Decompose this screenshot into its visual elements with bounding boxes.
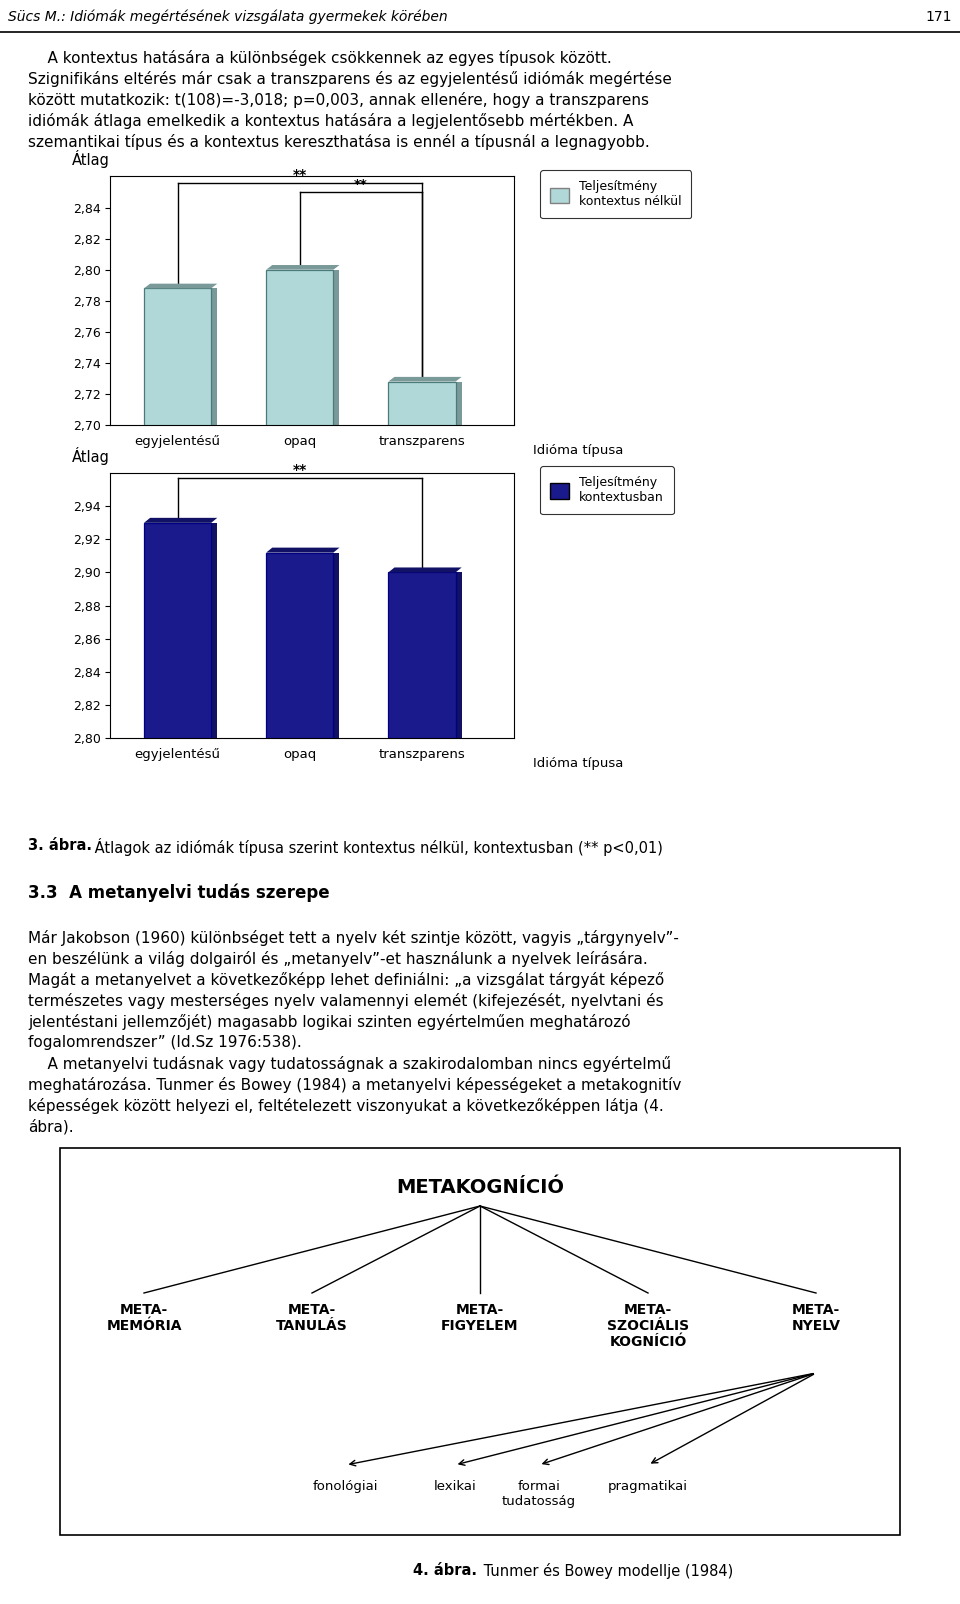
Polygon shape xyxy=(389,377,462,382)
Polygon shape xyxy=(389,738,462,744)
Text: META-
MEMÓRIA: META- MEMÓRIA xyxy=(107,1302,181,1333)
Text: METAKOGNÍCIÓ: METAKOGNÍCIÓ xyxy=(396,1177,564,1197)
Text: **: ** xyxy=(293,168,307,181)
Text: pragmatikai: pragmatikai xyxy=(608,1480,688,1493)
Text: között mutatkozik: t(108)=-3,018; p=0,003, annak ellenére, hogy a transzparens: között mutatkozik: t(108)=-3,018; p=0,00… xyxy=(28,91,649,107)
Bar xyxy=(60,1148,900,1535)
Polygon shape xyxy=(266,425,340,433)
Bar xyxy=(389,573,456,738)
Text: A kontextus hatására a különbségek csökkennek az egyes típusok között.: A kontextus hatására a különbségek csökk… xyxy=(28,50,612,66)
Polygon shape xyxy=(144,284,217,289)
Text: Sücs M.: Idiómák megértésének vizsgálata gyermekek körében: Sücs M.: Idiómák megértésének vizsgálata… xyxy=(8,10,447,24)
Text: Magát a metanyelvet a következőképp lehet definiálni: „a vizsgálat tárgyát képez: Magát a metanyelvet a következőképp lehe… xyxy=(28,972,664,988)
Polygon shape xyxy=(333,552,340,738)
Text: Átlag: Átlag xyxy=(72,151,109,168)
Text: 171: 171 xyxy=(925,10,952,24)
Polygon shape xyxy=(456,573,462,738)
Text: en beszélünk a világ dolgairól és „metanyelv”-et használunk a nyelvek leírására.: en beszélünk a világ dolgairól és „metan… xyxy=(28,951,648,967)
Text: ábra).: ábra). xyxy=(28,1120,74,1134)
Text: A metanyelvi tudásnak vagy tudatosságnak a szakirodalomban nincs egyértelmű: A metanyelvi tudásnak vagy tudatosságnak… xyxy=(28,1055,671,1071)
Text: fonológiai: fonológiai xyxy=(313,1480,378,1493)
Polygon shape xyxy=(144,518,217,523)
Text: természetes vagy mesterséges nyelv valamennyi elemét (kifejezését, nyelvtani és: természetes vagy mesterséges nyelv valam… xyxy=(28,993,663,1009)
Polygon shape xyxy=(211,289,217,425)
Text: **: ** xyxy=(293,464,307,478)
Text: Tunmer és Bowey modellje (1984): Tunmer és Bowey modellje (1984) xyxy=(479,1562,733,1578)
Bar xyxy=(266,269,333,425)
Polygon shape xyxy=(456,382,462,425)
Polygon shape xyxy=(389,425,462,433)
Text: META-
FIGYELEM: META- FIGYELEM xyxy=(442,1302,518,1333)
Text: Átlagok az idiómák típusa szerint kontextus nélkül, kontextusban (** p<0,01): Átlagok az idiómák típusa szerint kontex… xyxy=(90,837,662,857)
Legend: Teljesítmény
kontextus nélkül: Teljesítmény kontextus nélkül xyxy=(540,170,691,218)
Text: meghatározása. Tunmer és Bowey (1984) a metanyelvi képességeket a metakognitív: meghatározása. Tunmer és Bowey (1984) a … xyxy=(28,1076,682,1092)
Text: képességek között helyezi el, feltételezett viszonyukat a következőképpen látja : képességek között helyezi el, feltételez… xyxy=(28,1099,663,1115)
Text: META-
SZOCIÁLIS
KOGNÍCIÓ: META- SZOCIÁLIS KOGNÍCIÓ xyxy=(607,1302,689,1349)
Polygon shape xyxy=(389,568,462,573)
Bar xyxy=(389,382,456,425)
Legend: Teljesítmény
kontextusban: Teljesítmény kontextusban xyxy=(540,467,674,515)
Polygon shape xyxy=(266,547,340,552)
Text: Már Jakobson (1960) különbséget tett a nyelv két szintje között, vagyis „tárgyny: Már Jakobson (1960) különbséget tett a n… xyxy=(28,930,679,946)
Polygon shape xyxy=(144,425,217,433)
Bar xyxy=(144,523,211,738)
Text: fogalomrendszer” (Id.Sz 1976:538).: fogalomrendszer” (Id.Sz 1976:538). xyxy=(28,1035,301,1051)
Polygon shape xyxy=(266,738,340,744)
Text: 3.3  A metanyelvi tudás szerepe: 3.3 A metanyelvi tudás szerepe xyxy=(28,882,329,901)
Polygon shape xyxy=(211,523,217,738)
Text: Szignifikáns eltérés már csak a transzparens és az egyjelentésű idiómák megértés: Szignifikáns eltérés már csak a transzpa… xyxy=(28,71,672,87)
Text: 4. ábra.: 4. ábra. xyxy=(413,1562,477,1578)
Polygon shape xyxy=(266,265,340,269)
Bar xyxy=(144,289,211,425)
Text: Idióma típusa: Idióma típusa xyxy=(533,757,623,770)
Text: formai
tudatosság: formai tudatosság xyxy=(502,1480,576,1508)
Text: META-
NYELV: META- NYELV xyxy=(791,1302,841,1333)
Polygon shape xyxy=(333,269,340,425)
Text: szemantikai típus és a kontextus kereszthatása is ennél a típusnál a legnagyobb.: szemantikai típus és a kontextus kereszt… xyxy=(28,135,650,151)
Bar xyxy=(266,552,333,738)
Text: 3. ábra.: 3. ábra. xyxy=(28,837,92,853)
Text: META-
TANULÁS: META- TANULÁS xyxy=(276,1302,348,1333)
Text: idiómák átlaga emelkedik a kontextus hatására a legjelentősebb mértékben. A: idiómák átlaga emelkedik a kontextus hat… xyxy=(28,112,634,128)
Text: lexikai: lexikai xyxy=(433,1480,476,1493)
Text: jelentéstani jellemzőjét) magasabb logikai szinten egyértelműen meghatározó: jelentéstani jellemzőjét) magasabb logik… xyxy=(28,1014,631,1030)
Polygon shape xyxy=(144,738,217,744)
Text: Idióma típusa: Idióma típusa xyxy=(533,444,623,457)
Text: **: ** xyxy=(354,178,368,191)
Text: Átlag: Átlag xyxy=(72,448,109,465)
